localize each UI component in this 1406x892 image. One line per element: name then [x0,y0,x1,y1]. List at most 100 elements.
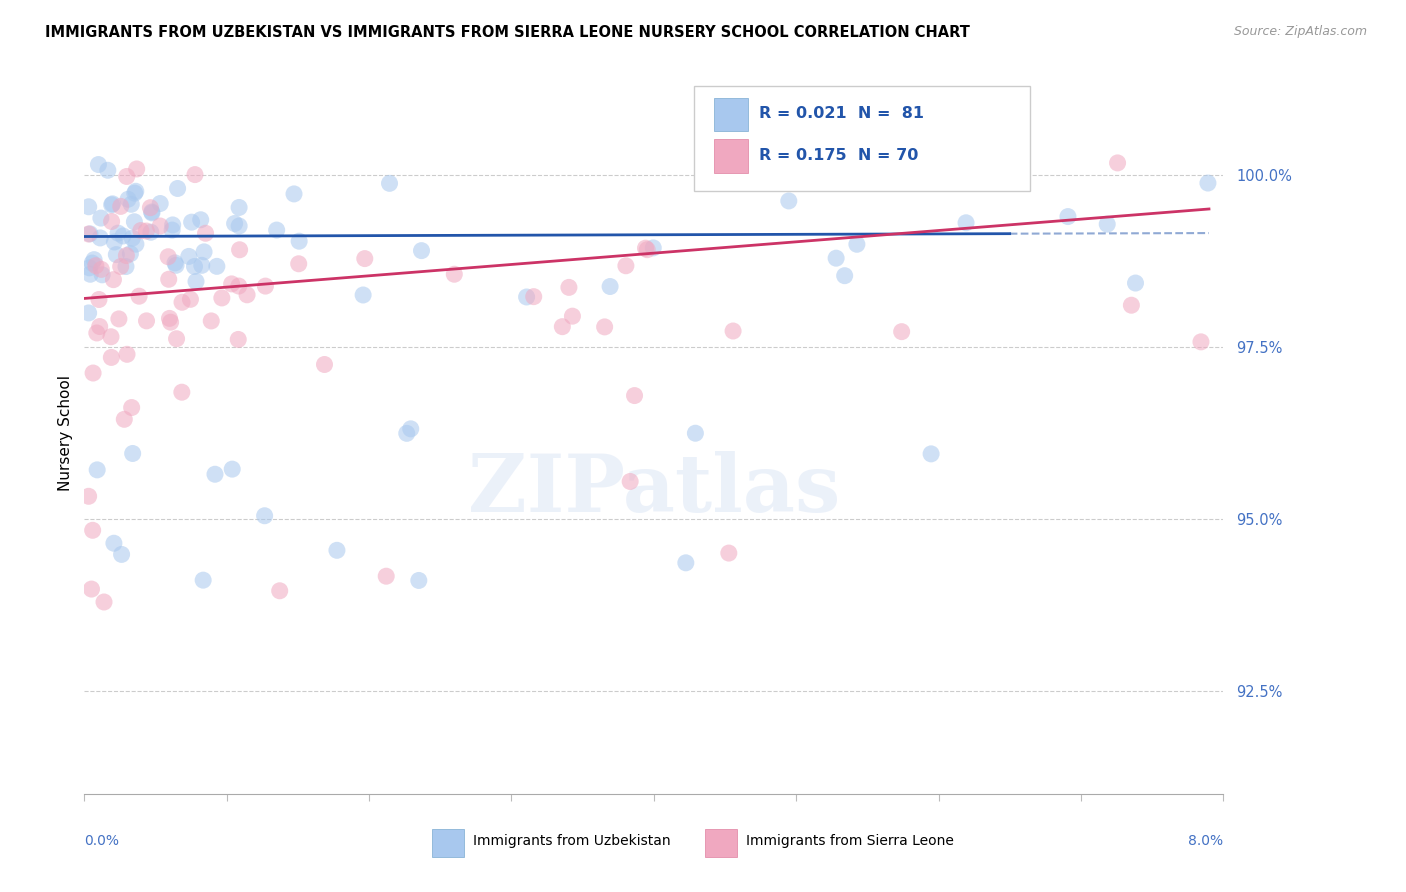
Point [180,215,202,229]
Point [752,152,775,166]
Point [103,235,125,249]
Bar [714,98,748,131]
Point [193,244,215,259]
Point [643,241,665,255]
Point [115,249,138,263]
Point [890,325,912,339]
Point [100,351,122,365]
Point [120,197,142,211]
Point [77,200,100,214]
Point [165,258,187,272]
Text: R = 0.175  N = 70: R = 0.175 N = 70 [759,148,918,162]
Point [112,229,135,244]
Point [124,215,146,229]
Point [269,583,291,598]
Point [84,259,107,273]
Point [314,358,336,372]
Point [190,258,212,272]
Point [89,231,111,245]
Point [378,177,401,191]
Point [228,279,250,293]
Point [157,272,180,286]
Point [82,524,104,538]
Point [97,163,120,178]
Point [135,314,157,328]
Point [101,197,124,211]
Point [184,168,207,182]
Point [105,247,128,261]
Point [288,234,311,248]
Point [353,252,375,266]
Point [149,196,172,211]
Point [636,243,658,257]
Point [125,161,148,176]
Point [1107,156,1129,170]
Bar [714,139,748,172]
Point [108,312,131,326]
Point [86,463,108,477]
Point [211,291,233,305]
Text: IMMIGRANTS FROM UZBEKISTAN VS IMMIGRANTS FROM SIERRA LEONE NURSERY SCHOOL CORREL: IMMIGRANTS FROM UZBEKISTAN VS IMMIGRANTS… [45,25,970,40]
Text: R = 0.021  N =  81: R = 0.021 N = 81 [759,106,924,121]
Point [955,216,977,230]
Point [1189,334,1212,349]
Point [121,231,143,245]
Point [179,293,201,307]
Point [160,223,183,237]
Point [228,243,250,257]
Point [80,582,103,596]
Point [170,385,193,400]
Point [139,225,162,239]
Point [100,198,122,212]
Text: 8.0%: 8.0% [1188,834,1223,847]
Point [399,422,422,436]
Y-axis label: Nursery School: Nursery School [58,375,73,491]
Point [110,548,132,562]
Point [110,199,132,213]
Point [103,273,125,287]
Text: Immigrants from Sierra Leone: Immigrants from Sierra Leone [747,834,953,847]
Point [77,306,100,320]
Point [1121,298,1143,312]
Point [83,252,105,267]
Point [163,256,186,270]
Point [110,260,132,274]
Point [352,288,374,302]
Text: Source: ZipAtlas.com: Source: ZipAtlas.com [1233,25,1367,38]
Point [561,309,583,323]
Point [128,289,150,303]
Point [190,212,212,227]
Point [523,290,546,304]
Point [129,223,152,237]
Point [411,244,433,258]
Point [86,326,108,340]
Point [221,277,243,291]
Point [516,290,538,304]
Point [558,280,581,294]
Point [920,447,942,461]
Point [117,192,139,206]
Point [166,181,188,195]
Point [159,315,181,329]
Point [184,275,207,289]
Text: 0.0%: 0.0% [84,834,120,847]
Point [79,267,101,281]
Point [205,260,228,274]
Point [141,205,163,219]
Point [1095,217,1118,231]
Point [1057,210,1080,224]
Point [204,467,226,482]
Point [825,251,848,265]
Point [551,319,574,334]
Point [717,546,740,560]
Point [90,211,112,225]
Point [162,218,184,232]
Point [236,287,259,301]
Point [115,347,138,361]
Point [326,543,349,558]
Point [135,224,157,238]
Point [283,186,305,201]
Point [254,279,277,293]
Point [115,169,138,184]
Point [685,426,707,441]
